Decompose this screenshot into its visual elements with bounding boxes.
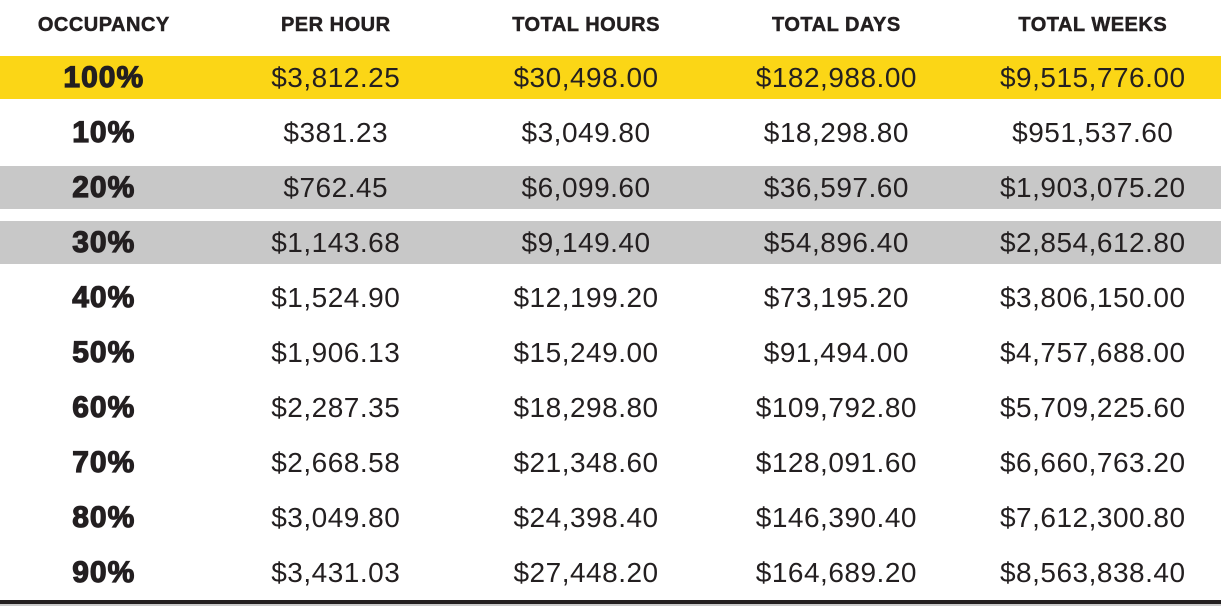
per-hour-cell: $762.45 [283, 171, 389, 203]
occupancy-cell: 70% [72, 445, 136, 479]
per-hour-cell: $1,524.90 [271, 281, 401, 313]
occupancy-cell: 50% [72, 335, 136, 369]
table-row-10: 10% $381.23 $3,049.80 $18,298.80 $951,53… [0, 105, 1221, 160]
total-days-cell: $128,091.60 [755, 446, 917, 478]
column-header-total-days: TOTAL DAYS [771, 14, 901, 36]
total-days-cell: $36,597.60 [763, 171, 909, 203]
total-days-cell: $54,896.40 [763, 226, 909, 258]
total-hours-cell: $12,199.20 [513, 281, 659, 313]
column-header-total-hours: TOTAL HOURS [512, 14, 660, 36]
total-hours-cell: $3,049.80 [521, 116, 651, 148]
total-hours-cell: $30,498.00 [513, 61, 659, 93]
occupancy-cell: 90% [72, 555, 136, 589]
table-row-100: 100% $3,812.25 $30,498.00 $182,988.00 $9… [0, 50, 1221, 105]
total-days-cell: $73,195.20 [763, 281, 909, 313]
total-weeks-cell: $8,563,838.40 [999, 556, 1186, 588]
total-weeks-cell: $951,537.60 [1012, 116, 1174, 148]
table-row-20: 20% $762.45 $6,099.60 $36,597.60 $1,903,… [0, 160, 1221, 215]
per-hour-cell: $3,049.80 [271, 501, 401, 533]
per-hour-cell: $2,287.35 [271, 391, 401, 423]
total-days-cell: $182,988.00 [755, 61, 917, 93]
total-hours-cell: $24,398.40 [513, 501, 659, 533]
table-row-30: 30% $1,143.68 $9,149.40 $54,896.40 $2,85… [0, 215, 1221, 270]
occupancy-cell: 100% [63, 60, 145, 94]
occupancy-cell: 40% [72, 280, 136, 314]
total-weeks-cell: $4,757,688.00 [999, 336, 1186, 368]
per-hour-cell: $1,906.13 [271, 336, 401, 368]
occupancy-cell: 30% [72, 225, 136, 259]
occupancy-cell: 20% [72, 170, 136, 204]
per-hour-cell: $381.23 [283, 116, 389, 148]
total-weeks-cell: $5,709,225.60 [999, 391, 1186, 423]
total-weeks-cell: $9,515,776.00 [999, 61, 1186, 93]
column-header-total-weeks: TOTAL WEEKS [1018, 14, 1168, 36]
occupancy-cell: 60% [72, 390, 136, 424]
table-header-row: OCCUPANCY PER HOUR TOTAL HOURS TOTAL DAY… [0, 0, 1221, 50]
occupancy-cell: 10% [72, 115, 136, 149]
total-days-cell: $164,689.20 [755, 556, 917, 588]
total-hours-cell: $15,249.00 [513, 336, 659, 368]
total-days-cell: $109,792.80 [755, 391, 917, 423]
total-hours-cell: $9,149.40 [521, 226, 651, 258]
total-days-cell: $91,494.00 [763, 336, 909, 368]
table-row-60: 60% $2,287.35 $18,298.80 $109,792.80 $5,… [0, 380, 1221, 435]
total-days-cell: $18,298.80 [763, 116, 909, 148]
total-weeks-cell: $7,612,300.80 [999, 501, 1186, 533]
total-hours-cell: $21,348.60 [513, 446, 659, 478]
per-hour-cell: $2,668.58 [271, 446, 401, 478]
total-hours-cell: $6,099.60 [521, 171, 651, 203]
per-hour-cell: $3,431.03 [271, 556, 401, 588]
table-bottom-rule-shadow [0, 604, 1221, 606]
table-row-50: 50% $1,906.13 $15,249.00 $91,494.00 $4,7… [0, 325, 1221, 380]
per-hour-cell: $3,812.25 [271, 61, 401, 93]
total-weeks-cell: $6,660,763.20 [999, 446, 1186, 478]
occupancy-cell: 80% [72, 500, 136, 534]
total-weeks-cell: $2,854,612.80 [999, 226, 1186, 258]
table-row-40: 40% $1,524.90 $12,199.20 $73,195.20 $3,8… [0, 270, 1221, 325]
column-header-per-hour: PER HOUR [280, 14, 391, 36]
column-header-occupancy: OCCUPANCY [37, 14, 170, 36]
table-row-70: 70% $2,668.58 $21,348.60 $128,091.60 $6,… [0, 435, 1221, 490]
per-hour-cell: $1,143.68 [271, 226, 401, 258]
total-days-cell: $146,390.40 [755, 501, 917, 533]
table-row-90: 90% $3,431.03 $27,448.20 $164,689.20 $8,… [0, 545, 1221, 600]
total-hours-cell: $27,448.20 [513, 556, 659, 588]
total-hours-cell: $18,298.80 [513, 391, 659, 423]
total-weeks-cell: $1,903,075.20 [999, 171, 1186, 203]
table-bottom-rule [0, 600, 1221, 604]
total-weeks-cell: $3,806,150.00 [999, 281, 1186, 313]
table-row-80: 80% $3,049.80 $24,398.40 $146,390.40 $7,… [0, 490, 1221, 545]
